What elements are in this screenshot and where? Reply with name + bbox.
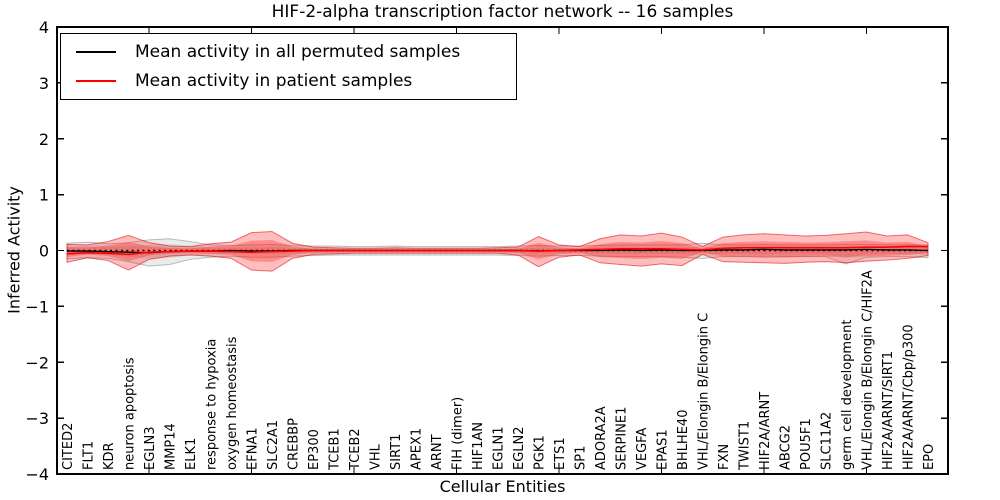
band-patient	[66, 230, 929, 272]
x-category-label: CITED2	[61, 423, 76, 470]
y-tick-label: 4	[39, 18, 49, 37]
x-category-label: ETS1	[553, 437, 568, 470]
x-category-label: germ cell development	[840, 320, 855, 470]
x-category-label: VHL	[369, 443, 384, 470]
y-tick-label: 3	[39, 74, 49, 93]
x-category-label: SIRT1	[389, 434, 404, 470]
band-permuted-inner	[67, 244, 928, 260]
x-category-label: PGK1	[533, 435, 548, 470]
x-category-label: response to hypoxia	[205, 339, 220, 470]
chart-title: HIF-2-alpha transcription factor network…	[271, 2, 734, 22]
legend-label-permuted: Mean activity in all permuted samples	[135, 41, 461, 62]
y-tick-label: 0	[39, 242, 49, 261]
legend-entry-permuted: Mean activity in all permuted samples	[76, 40, 516, 64]
legend-entry-patient: Mean activity in patient samples	[76, 69, 516, 93]
x-category-label: CREBBP	[287, 418, 302, 470]
x-category-label: HIF2A/ARNT/SIRT1	[881, 351, 896, 470]
x-category-label: EGLN2	[512, 426, 527, 470]
x-category-label: KDR	[102, 442, 117, 470]
x-category-label: ELK1	[184, 438, 199, 470]
x-category-label: VHL/Elongin B/Elongin C	[697, 313, 712, 470]
x-category-label: neuron apoptosis	[123, 357, 138, 470]
y-tick-label: −4	[25, 465, 49, 484]
x-category-label: FLT1	[82, 441, 97, 470]
x-category-label: HIF1AN	[471, 422, 486, 470]
x-axis-label: Cellular Entities	[439, 477, 566, 496]
x-category-label: HIF2A/ARNT/Cbp/p300	[902, 324, 917, 470]
x-category-label: EPO	[922, 444, 937, 470]
x-category-label: EPAS1	[656, 429, 671, 470]
y-tick-label: −1	[25, 297, 49, 316]
x-category-label: APEX1	[410, 428, 425, 470]
x-category-label: EGLN3	[143, 426, 158, 470]
y-tick-label: −2	[25, 353, 49, 372]
x-category-label: HIF2A/ARNT	[758, 392, 773, 470]
x-category-label: TCEB1	[328, 428, 343, 471]
x-category-label: BHLHE40	[676, 410, 691, 470]
x-category-label: VEGFA	[635, 428, 650, 470]
x-category-label: EP300	[307, 429, 322, 470]
legend: Mean activity in all permuted samples Me…	[60, 33, 517, 100]
y-tick-label: −3	[25, 409, 49, 428]
legend-label-patient: Mean activity in patient samples	[135, 71, 413, 92]
x-category-label: oxygen homeostasis	[225, 336, 240, 470]
x-category-label: TWIST1	[738, 421, 753, 471]
x-category-label: FIH (dimer)	[451, 397, 466, 470]
x-category-label: SERPINE1	[615, 407, 630, 470]
band-permuted	[66, 238, 929, 267]
x-category-label: SP1	[574, 446, 589, 470]
x-category-label: EGLN1	[492, 426, 507, 470]
x-category-label: VHL/Elongin B/Elongin C/HIF2A	[861, 270, 876, 470]
legend-line-sample-permuted	[76, 50, 116, 53]
x-category-label: POU5F1	[799, 418, 814, 470]
x-category-label: EFNA1	[246, 427, 261, 470]
x-category-label: MMP14	[164, 423, 179, 470]
y-tick-label: 1	[39, 186, 49, 205]
x-category-label: TCEB2	[348, 428, 363, 471]
mean-line-patient	[66, 245, 928, 256]
x-category-label: SLC11A2	[820, 412, 835, 470]
y-axis-label: Inferred Activity	[4, 186, 24, 314]
x-category-label: ADORA2A	[594, 406, 609, 470]
x-category-label: SLC2A1	[266, 420, 281, 470]
y-tick-label: 2	[39, 130, 49, 149]
x-category-label: ARNT	[430, 434, 445, 470]
x-category-label: ABCG2	[779, 425, 794, 470]
legend-line-sample-patient	[76, 80, 116, 83]
x-category-label: FXN	[717, 444, 732, 470]
